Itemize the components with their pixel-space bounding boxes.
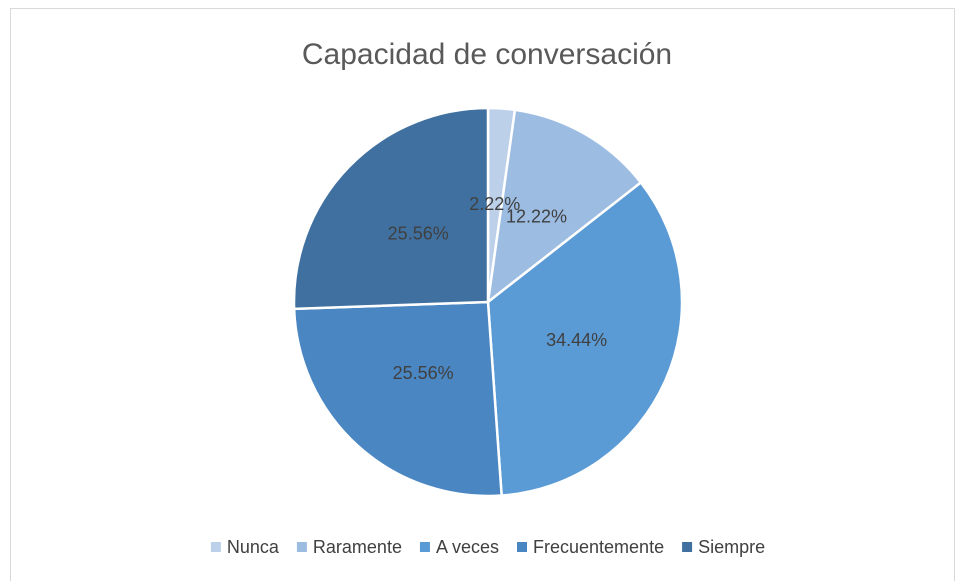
pie-slice [292, 106, 490, 311]
legend-swatch [517, 542, 528, 552]
data-label: 34.44% [546, 330, 607, 350]
legend-item: Frecuentemente [517, 537, 664, 557]
data-label: 25.56% [388, 223, 449, 243]
pie-slice [292, 300, 503, 498]
legend-label: A veces [436, 537, 499, 557]
legend-label: Raramente [313, 537, 402, 557]
legend-swatch [419, 542, 430, 552]
data-labels: 2.22%12.22% 34.44% 25.56% 25.56% [388, 194, 607, 383]
legend-swatch [682, 542, 693, 552]
legend-label: Nunca [227, 537, 280, 557]
data-label: 25.56% [393, 363, 454, 383]
legend-label: Frecuentemente [533, 537, 664, 557]
pie [292, 106, 684, 498]
legend-label: Siempre [698, 537, 765, 557]
legend-swatch [296, 542, 307, 552]
data-label: 12.22% [506, 207, 567, 227]
pie-slice [486, 180, 684, 497]
data-label: 2.22% [469, 194, 520, 214]
pie-slice [486, 108, 643, 305]
legend-swatch [210, 542, 221, 552]
chart-title: Capacidad de conversación [302, 38, 672, 71]
legend-item: A veces [419, 537, 499, 557]
legend-item: Raramente [296, 537, 402, 557]
legend-item: Siempre [682, 537, 765, 557]
legend-item: Nunca [210, 537, 280, 557]
legend: Nunca Raramente A veces Frecuentemente Siemp… [210, 537, 765, 557]
